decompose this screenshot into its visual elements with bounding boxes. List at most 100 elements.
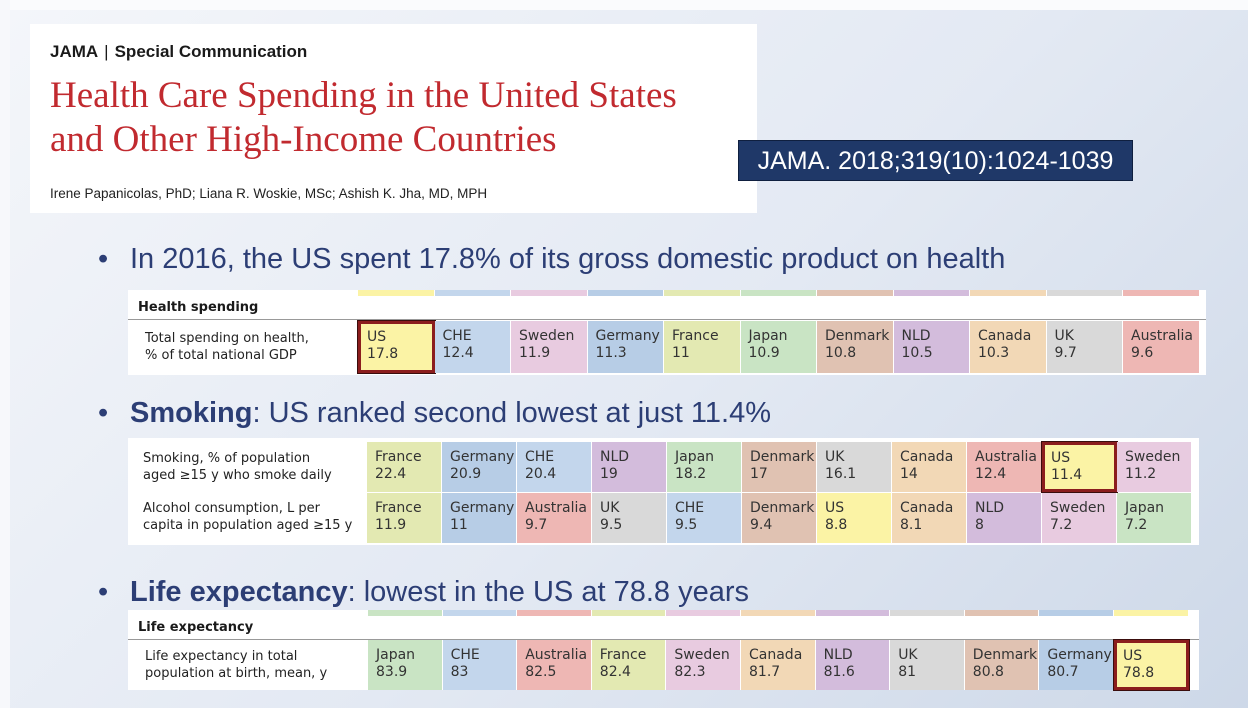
country-name: Denmark: [825, 328, 890, 344]
country-cell-australia: Australia 9.7: [517, 493, 592, 543]
country-value: 16.1: [825, 466, 857, 482]
country-name: US: [825, 500, 845, 516]
row-label: Smoking, % of population aged ≥15 y who …: [143, 450, 332, 484]
country-value: 12.4: [975, 466, 1007, 482]
country-name: Sweden: [519, 328, 575, 344]
row-label-line-1: Total spending on health,: [145, 331, 309, 346]
row-label-line-2: % of total national GDP: [145, 348, 297, 363]
country-name: NLD: [975, 500, 1005, 516]
bullet-dot: •: [98, 243, 109, 275]
color-stripe: [517, 610, 591, 616]
country-name: Sweden: [1050, 500, 1106, 516]
country-value: 9.5: [675, 517, 698, 533]
country-name: France: [599, 647, 647, 663]
country-value: 80.8: [972, 664, 1004, 680]
article-title: Health Care Spending in the United State…: [50, 74, 750, 162]
country-name: France: [375, 500, 422, 516]
country-value: 82.3: [674, 664, 706, 680]
country-value: 7.2: [1050, 517, 1073, 533]
color-stripe: [664, 290, 740, 296]
country-cell-sweden: Sweden 11.9: [511, 321, 588, 373]
slide-top-border: [0, 0, 1248, 10]
country-name: Australia: [975, 449, 1037, 465]
country-value: 19: [600, 466, 618, 482]
country-cell-france: France 11: [664, 321, 741, 373]
color-stripe: [741, 610, 815, 616]
country-cell-nld: NLD 8: [967, 493, 1042, 543]
country-cell-denmark: Denmark 9.4: [742, 493, 817, 543]
country-cell-uk: UK 81: [890, 640, 965, 690]
bullet-smoking: • Smoking: US ranked second lowest at jus…: [98, 397, 771, 430]
color-stripe: [890, 610, 964, 616]
country-value: 9.7: [1054, 345, 1077, 361]
country-name: UK: [825, 449, 845, 465]
article-title-line-1: Health Care Spending in the United State…: [50, 75, 677, 116]
country-value: 17: [750, 466, 768, 482]
country-cell-nld: NLD 81.6: [815, 640, 891, 690]
country-cell-germany: Germany 11.3: [587, 321, 664, 373]
country-value: 7.2: [1125, 517, 1148, 533]
country-value: 20.9: [450, 466, 482, 482]
country-name: US: [1123, 648, 1143, 664]
country-name: CHE: [525, 449, 555, 465]
country-name: Sweden: [674, 647, 730, 663]
country-value: 81: [898, 664, 917, 680]
country-name: Australia: [1131, 328, 1193, 344]
color-stripe: [1114, 610, 1188, 616]
bullet-spending-text: In 2016, the US spent 17.8% of its gross…: [130, 243, 1006, 275]
country-name: Australia: [525, 647, 588, 663]
country-name: Sweden: [1125, 449, 1181, 465]
country-cell-australia: Australia 82.5: [517, 640, 592, 690]
country-cell-denmark: Denmark 10.8: [817, 321, 894, 373]
country-value: 11.2: [1125, 466, 1157, 482]
country-value: 22.4: [375, 466, 407, 482]
color-stripe: [511, 290, 587, 296]
journal-name: JAMA: [50, 42, 99, 61]
country-value: 80.7: [1047, 664, 1079, 680]
color-stripe: [1046, 290, 1122, 296]
country-cell-france: France 11.9: [367, 493, 442, 543]
smoking-alcohol-table: Smoking, % of population aged ≥15 y who …: [128, 438, 1199, 545]
country-value: 11.9: [375, 517, 407, 533]
bullet-life-text: : lowest in the US at 78.8 years: [347, 576, 749, 608]
country-name: Denmark: [750, 449, 815, 465]
country-value: 9.7: [525, 517, 548, 533]
country-cell-us: US 17.8: [357, 320, 436, 374]
country-name: Japan: [1125, 500, 1165, 516]
country-name: Germany: [595, 328, 660, 344]
country-value: 20.4: [525, 466, 557, 482]
country-name: US: [367, 329, 387, 345]
country-value: 9.5: [600, 517, 623, 533]
color-stripe: [358, 290, 434, 296]
row-label-line-2: capita in population aged ≥15 y: [143, 518, 353, 533]
color-stripe: [815, 610, 890, 616]
country-cell-germany: Germany 11: [442, 493, 517, 543]
country-value: 14: [900, 466, 918, 482]
country-name: Canada: [749, 647, 803, 663]
journal-separator: |: [104, 42, 109, 61]
color-stripe: [970, 290, 1046, 296]
country-value: 83: [450, 664, 469, 680]
country-cell-japan: Japan 83.9: [368, 640, 443, 690]
country-value: 81.7: [749, 664, 781, 680]
country-name: NLD: [600, 449, 630, 465]
row-label-line-2: population at birth, mean, y: [145, 666, 328, 681]
country-cell-france: France 82.4: [591, 640, 667, 690]
country-value: 8: [975, 517, 984, 533]
article-header-card: JAMA | Special Communication Health Care S…: [30, 24, 757, 213]
country-cell-sweden: Sweden 11.2: [1117, 442, 1192, 492]
row-label-line-2: aged ≥15 y who smoke daily: [143, 468, 332, 483]
country-cell-us: US 11.4: [1041, 441, 1118, 493]
country-cell-denmark: Denmark 17: [742, 442, 817, 492]
color-stripe: [964, 610, 1039, 616]
country-value: 10.5: [901, 345, 933, 361]
country-name: France: [375, 449, 422, 465]
country-value: 83.9: [376, 664, 408, 680]
bullet-spending: • In 2016, the US spent 17.8% of its gros…: [98, 243, 1005, 276]
country-cell-sweden: Sweden 82.3: [666, 640, 741, 690]
row-label-line-1: Life expectancy in total: [145, 649, 298, 664]
country-cell-uk: UK 9.5: [592, 493, 667, 543]
country-name: Japan: [376, 647, 416, 663]
country-cell-canada: Canada 10.3: [970, 321, 1047, 373]
bullet-dot: •: [98, 397, 109, 429]
